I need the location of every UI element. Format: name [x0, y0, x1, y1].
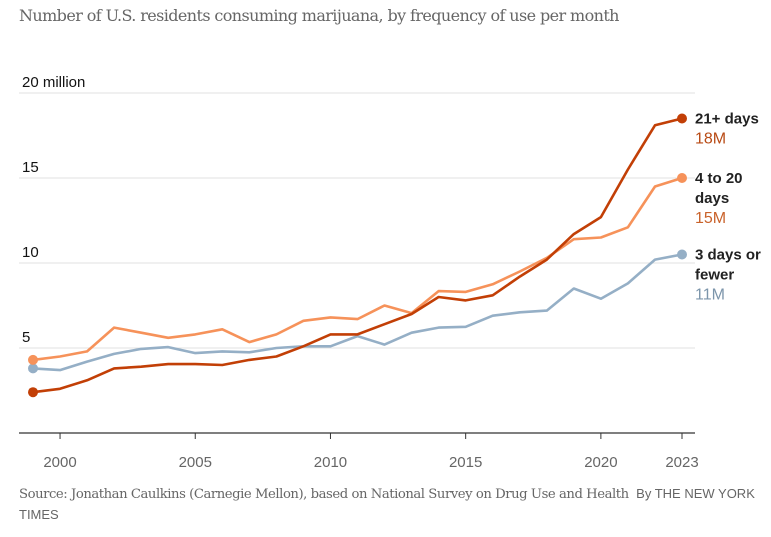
data-point-4-to-20-days: [677, 173, 687, 183]
y-tick-label: 20 million: [22, 74, 85, 91]
data-point-21-days: [677, 113, 687, 124]
gridlines: [19, 92, 695, 349]
series-lines: [28, 113, 687, 398]
x-tick-label: 2015: [449, 454, 482, 471]
series-line-21-days: [31, 117, 684, 394]
y-axis-ticks: 20 million 15 10 5: [22, 74, 85, 346]
series-end-value: 11M: [695, 287, 725, 304]
data-point-3-days-or-fewer: [28, 363, 38, 374]
chart-title: Number of U.S. residents consuming marij…: [19, 6, 619, 25]
series-line-3-days-or-fewer: [31, 253, 684, 372]
x-tick-label: 2005: [179, 454, 212, 471]
series-end-value: 18M: [695, 131, 726, 148]
data-point-4-to-20-days: [28, 354, 38, 365]
x-tick-label: 2023: [665, 454, 698, 471]
source-note: Source: Jonathan Caulkins (Carnegie Mell…: [19, 484, 769, 526]
series-name: 3 days or: [695, 247, 761, 264]
series-name: days: [695, 190, 729, 207]
data-point-3-days-or-fewer: [677, 249, 687, 260]
data-point-21-days: [28, 387, 38, 398]
byline: By THE NEW YORK TIMES: [19, 486, 755, 522]
series-end-value: 15M: [695, 210, 726, 227]
series-name: 4 to 20: [695, 170, 743, 187]
y-tick-label: 10: [22, 244, 39, 261]
series-name: 21+ days: [695, 111, 759, 128]
x-axis: 2000 2005 2010 2015 2020 2023: [19, 432, 699, 471]
series-name: fewer: [695, 267, 734, 284]
y-tick-label: 15: [22, 159, 39, 176]
series-label-4-to-20-days: 4 to 20 days 15M: [695, 170, 743, 227]
series-label-3-days-or-fewer: 3 days or fewer 11M: [695, 247, 761, 304]
x-tick-label: 2000: [43, 454, 76, 471]
x-tick-label: 2010: [314, 454, 347, 471]
series-label-21-days: 21+ days 18M: [695, 111, 759, 148]
series-labels: 21+ days 18M 4 to 20 days 15M 3 days or fewer 1…: [695, 111, 761, 304]
source-text: Source: Jonathan Caulkins (Carnegie Mell…: [19, 487, 629, 502]
y-tick-label: 5: [22, 329, 30, 346]
x-tick-label: 2020: [584, 454, 617, 471]
series-line-4-to-20-days: [31, 176, 684, 362]
